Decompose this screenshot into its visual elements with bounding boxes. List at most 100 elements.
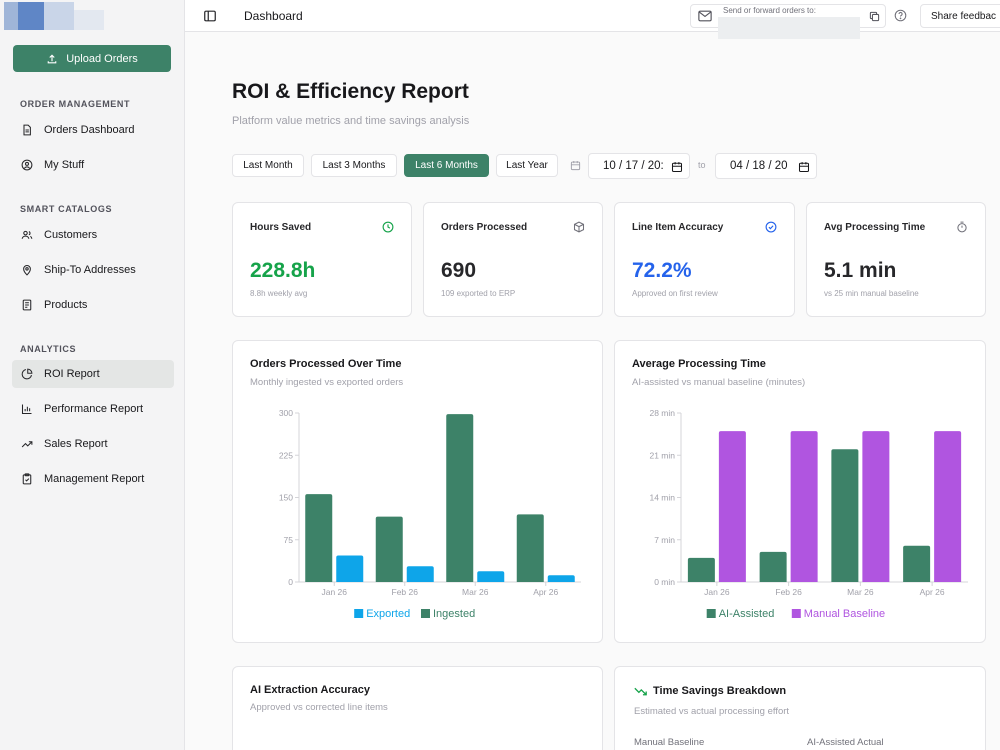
date-to-label: to xyxy=(698,160,706,170)
map-pin-icon xyxy=(20,263,34,277)
legend-swatch xyxy=(421,609,430,618)
chart-title: Orders Processed Over Time xyxy=(250,358,402,370)
sidebar-item-label: ROI Report xyxy=(44,368,100,380)
box-icon xyxy=(573,221,585,233)
chart-title: Average Processing Time xyxy=(632,358,766,370)
section-label-smart-catalogs: SMART CATALOGS xyxy=(20,204,113,214)
trending-down-icon xyxy=(634,687,647,696)
user-circle-icon xyxy=(20,158,34,172)
x-tick-label: Apr 26 xyxy=(920,587,945,597)
sidebar-item-label: Customers xyxy=(44,229,98,241)
bar-chart-icon xyxy=(20,402,34,416)
y-tick-label: 7 min xyxy=(654,535,675,545)
sidebar-item-ship-to-addresses[interactable]: Ship-To Addresses xyxy=(12,256,174,284)
legend-label: AI-Assisted xyxy=(719,608,775,620)
bar-ai-assisted xyxy=(831,449,859,582)
bar-exported xyxy=(477,571,505,582)
copy-icon[interactable] xyxy=(869,11,880,22)
legend-swatch xyxy=(706,609,716,618)
sidebar-item-performance-report[interactable]: Performance Report xyxy=(12,395,174,423)
top-header: Dashboard Send or forward orders to: Sha… xyxy=(185,0,1000,39)
orders-bar-chart: 0 75 150 225 300 Jan 26 Feb 26 Mar 26 Apr 26 Expo… xyxy=(279,408,581,620)
document-icon xyxy=(20,123,34,137)
sidebar-item-customers[interactable]: Customers xyxy=(12,221,174,249)
y-tick-label: 14 min xyxy=(649,493,675,503)
bar-ai-assisted xyxy=(759,551,787,582)
kpi-card-line-item-accuracy: Line Item Accuracy 72.2% Approved on fir… xyxy=(614,202,795,317)
kpi-card-hours-saved: Hours Saved 228.8h 8.8h weekly avg xyxy=(232,202,412,317)
range-last-month-button[interactable]: Last Month xyxy=(232,154,304,177)
bar-manual-baseline xyxy=(934,431,962,582)
clock-icon xyxy=(382,221,394,233)
chart-card-average-processing-time: Average Processing Time AI-assisted vs m… xyxy=(614,340,986,643)
sidebar-item-management-report[interactable]: Management Report xyxy=(12,465,174,493)
kpi-value: 72.2% xyxy=(632,259,692,282)
bar-ingested xyxy=(446,414,474,582)
kpi-subtext: Approved on first review xyxy=(632,289,718,298)
kpi-subtext: 109 exported to ERP xyxy=(441,289,516,298)
y-tick-label: 150 xyxy=(279,493,293,503)
range-last-6-months-button[interactable]: Last 6 Months xyxy=(404,154,489,177)
kpi-card-orders-processed: Orders Processed 690 109 exported to ERP xyxy=(423,202,603,317)
x-tick-label: Jan 26 xyxy=(704,587,730,597)
upload-icon xyxy=(47,53,57,63)
date-from-value: 10 / 17 / 20: xyxy=(603,160,664,172)
y-tick-label: 75 xyxy=(284,535,294,545)
bar-ingested xyxy=(375,516,403,582)
share-feedback-button[interactable]: Share feedbac xyxy=(920,4,1000,28)
legend-swatch xyxy=(791,609,801,618)
legend-label: Exported xyxy=(366,608,410,620)
product-icon xyxy=(20,298,34,312)
calendar-icon[interactable] xyxy=(798,161,810,173)
chart-card-orders-processed: Orders Processed Over Time Monthly inges… xyxy=(232,340,603,643)
bar-ingested xyxy=(305,494,333,582)
y-tick-label: 0 min xyxy=(654,577,675,587)
range-last-3-months-button[interactable]: Last 3 Months xyxy=(311,154,397,177)
sidebar-item-products[interactable]: Products xyxy=(12,291,174,319)
email-address-redacted xyxy=(718,17,860,39)
sidebar-item-sales-report[interactable]: Sales Report xyxy=(12,430,174,458)
x-tick-label: Apr 26 xyxy=(533,587,558,597)
page-title: ROI & Efficiency Report xyxy=(232,80,469,103)
y-tick-label: 300 xyxy=(279,408,293,418)
date-from-input[interactable]: 10 / 17 / 20: xyxy=(588,153,690,179)
manual-baseline-label: Manual Baseline xyxy=(634,737,705,748)
kpi-subtext: 8.8h weekly avg xyxy=(250,289,308,298)
sidebar-item-my-stuff[interactable]: My Stuff xyxy=(12,151,174,179)
processing-time-bar-chart: 0 min 7 min 14 min 21 min 28 min Jan 26 Feb 26… xyxy=(649,408,968,620)
sidebar-item-label: Orders Dashboard xyxy=(44,124,135,136)
bar-manual-baseline xyxy=(790,431,818,582)
trending-up-icon xyxy=(20,437,34,451)
bar-ingested xyxy=(516,514,544,582)
sidebar-item-orders-dashboard[interactable]: Orders Dashboard xyxy=(12,116,174,144)
clipboard-icon xyxy=(20,472,34,486)
legend-label: Ingested xyxy=(433,608,475,620)
date-to-input[interactable]: 04 / 18 / 20 xyxy=(715,153,817,179)
sidebar-item-label: My Stuff xyxy=(44,159,85,171)
card-subtitle: Estimated vs actual processing effort xyxy=(634,706,790,717)
y-tick-label: 0 xyxy=(288,577,293,587)
calendar-icon[interactable] xyxy=(671,161,683,173)
sidebar-item-label: Products xyxy=(44,299,88,311)
sidebar-item-roi-report[interactable]: ROI Report xyxy=(12,360,174,388)
sidebar-toggle-icon[interactable] xyxy=(203,9,217,23)
card-title: Time Savings Breakdown xyxy=(653,685,787,697)
x-tick-label: Feb 26 xyxy=(392,587,419,597)
help-icon[interactable] xyxy=(894,9,907,22)
sidebar-item-label: Sales Report xyxy=(44,438,108,450)
date-to-value: 04 / 18 / 20 xyxy=(730,160,788,172)
bar-ai-assisted xyxy=(903,545,931,582)
upload-orders-button[interactable]: Upload Orders xyxy=(13,45,171,72)
y-tick-label: 21 min xyxy=(649,450,675,460)
page-subtitle: Platform value metrics and time savings … xyxy=(232,115,470,127)
forward-email-label: Send or forward orders to: xyxy=(723,6,816,15)
kpi-title: Orders Processed xyxy=(441,222,528,233)
bar-exported xyxy=(547,575,575,582)
kpi-title: Avg Processing Time xyxy=(824,222,926,233)
sidebar: Upload Orders ORDER MANAGEMENT Orders Da… xyxy=(0,0,185,750)
forward-email-box[interactable]: Send or forward orders to: xyxy=(690,4,886,39)
sidebar-item-label: Ship-To Addresses xyxy=(44,264,136,276)
range-last-year-button[interactable]: Last Year xyxy=(496,154,558,177)
card-title: AI Extraction Accuracy xyxy=(250,684,371,696)
upload-orders-label: Upload Orders xyxy=(66,52,138,65)
